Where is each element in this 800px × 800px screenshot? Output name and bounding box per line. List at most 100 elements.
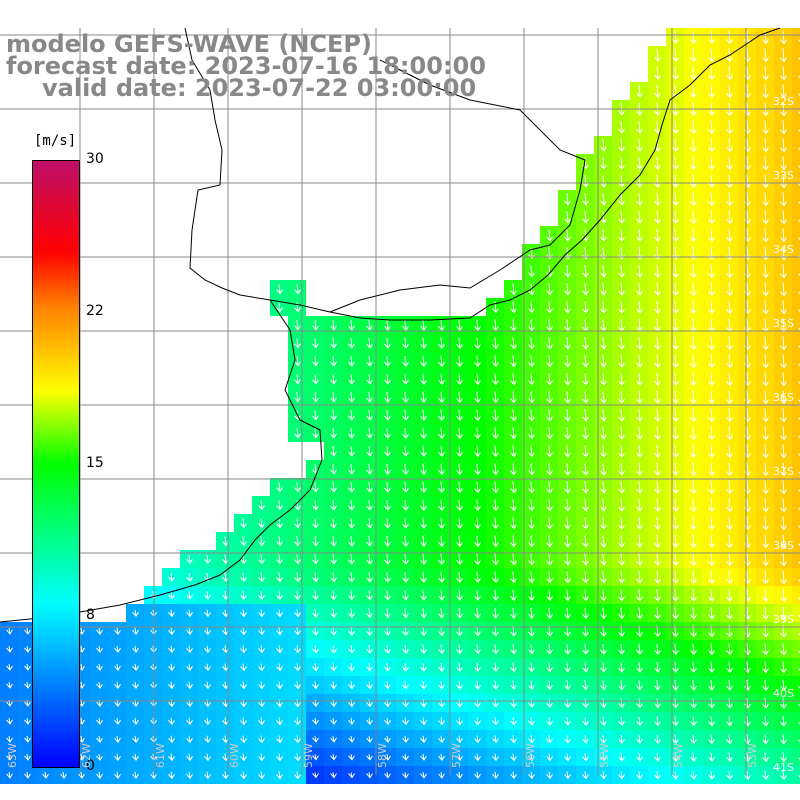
wind-arrow (402, 373, 409, 385)
wind-arrow (780, 84, 787, 99)
wind-arrow (564, 283, 571, 296)
wind-arrow (384, 499, 391, 511)
wind-arrow (402, 681, 409, 690)
wind-arrow (276, 717, 283, 726)
wind-arrow (186, 627, 193, 636)
wind-arrow (240, 753, 247, 762)
wind-arrow (186, 645, 193, 654)
wind-arrow (726, 66, 733, 81)
wind-arrow (492, 391, 499, 404)
wind-arrow (654, 480, 661, 494)
wind-arrow (708, 426, 715, 441)
wind-cell (792, 496, 800, 514)
river-plate-outline (329, 59, 586, 313)
wind-arrow (474, 589, 481, 601)
wind-arrow (528, 735, 535, 744)
wind-arrow (114, 663, 121, 671)
wind-arrow (168, 627, 175, 636)
wind-arrow (420, 608, 427, 619)
wind-arrow (780, 264, 787, 279)
wind-arrow (546, 644, 553, 655)
wind-arrow (366, 735, 373, 743)
wind-arrow (60, 771, 67, 779)
wind-arrow (654, 48, 661, 62)
wind-arrow (528, 481, 535, 494)
wind-arrow (294, 645, 301, 654)
wind-arrow (726, 84, 733, 99)
wind-arrow (96, 663, 103, 671)
wind-arrow (348, 754, 355, 761)
wind-arrow (366, 644, 373, 654)
wind-arrow (384, 626, 391, 637)
wind-arrow (744, 770, 751, 780)
wind-arrow (600, 698, 607, 709)
wind-arrow (420, 571, 427, 583)
wind-arrow (654, 698, 661, 709)
wind-arrow (492, 607, 499, 619)
wind-arrow (654, 716, 661, 727)
wind-arrow (384, 535, 391, 547)
wind-arrow (708, 588, 715, 602)
wind-arrow (366, 608, 373, 619)
wind-arrow (762, 264, 769, 279)
wind-arrow (564, 337, 571, 350)
wind-arrow (690, 679, 697, 691)
wind-arrow (546, 662, 553, 673)
title-forecast-date: forecast date: 2023-07-16 18:00:00 (6, 52, 486, 80)
wind-arrow (672, 680, 679, 691)
wind-arrow (546, 698, 553, 709)
wind-arrow (294, 320, 301, 331)
wind-arrow (438, 481, 445, 494)
wind-arrow (312, 590, 319, 601)
wind-arrow (312, 500, 319, 511)
wind-arrow (636, 192, 643, 206)
wind-arrow (474, 771, 481, 779)
wind-arrow (258, 771, 265, 780)
wind-arrow (762, 318, 769, 333)
wind-arrow (546, 283, 553, 296)
wind-cell (792, 208, 800, 226)
wind-arrow (654, 66, 661, 80)
wind-arrow (672, 570, 679, 584)
wind-arrow (690, 192, 697, 207)
wind-arrow (618, 734, 625, 744)
wind-arrow (474, 499, 481, 512)
wind-arrow (402, 571, 409, 583)
wind-arrow (492, 373, 499, 386)
title-valid-date: valid date: 2023-07-22 03:00:00 (42, 74, 477, 102)
wind-arrow (780, 174, 787, 189)
wind-cell (792, 172, 800, 190)
wind-arrow (510, 427, 517, 440)
wind-arrow (438, 608, 445, 619)
wind-arrow (690, 84, 697, 99)
wind-arrow (582, 662, 589, 673)
wind-arrow (600, 662, 607, 673)
wind-arrow (762, 390, 769, 405)
wind-arrow (564, 644, 571, 655)
wind-arrow (726, 698, 733, 709)
wind-arrow (276, 609, 283, 618)
wind-arrow (276, 753, 283, 762)
wind-arrow (546, 589, 553, 602)
wind-arrow (546, 607, 553, 620)
wind-arrow (708, 679, 715, 691)
wind-arrow (312, 536, 319, 547)
wind-arrow (492, 463, 499, 476)
wind-arrow (708, 516, 715, 531)
wind-arrow (600, 391, 607, 404)
wind-arrow (546, 229, 553, 242)
wind-arrow (348, 428, 355, 439)
wind-arrow (726, 300, 733, 315)
wind-arrow (528, 499, 535, 512)
wind-arrow (762, 534, 769, 549)
wind-arrow (726, 716, 733, 727)
wind-arrow (636, 589, 643, 602)
wind-arrow (672, 771, 679, 780)
wind-arrow (420, 463, 427, 475)
wind-arrow (672, 228, 679, 243)
wind-arrow (132, 735, 139, 744)
wind-arrow (654, 120, 661, 134)
wind-arrow (348, 320, 355, 331)
wind-arrow (420, 337, 427, 349)
wind-arrow (294, 482, 301, 493)
